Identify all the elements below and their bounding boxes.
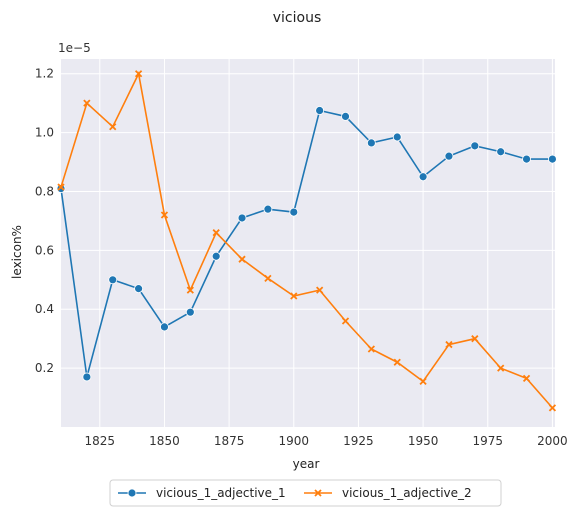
- data-point: [548, 404, 557, 412]
- x-tick-label: 2000: [537, 434, 568, 448]
- series-line-2: [60, 71, 554, 409]
- y-axis: 0.2 0.4 0.6 0.8 1.0 1.2: [35, 67, 54, 375]
- series-line-1: [60, 109, 553, 378]
- data-point: [316, 286, 324, 294]
- data-point: [419, 377, 427, 386]
- data-point: [341, 317, 350, 325]
- data-point: [471, 335, 479, 343]
- x-tick-label: 1925: [343, 434, 374, 448]
- y-tick-label: 1.2: [35, 67, 54, 81]
- legend-marker: [127, 488, 137, 498]
- data-point: [160, 211, 169, 219]
- data-point: [496, 147, 506, 157]
- y-tick-label: 0.4: [35, 302, 54, 316]
- data-point: [392, 132, 402, 142]
- data-point: [186, 286, 194, 294]
- data-point: [160, 322, 169, 332]
- y-tick-label: 0.8: [35, 184, 54, 198]
- data-point: [289, 207, 299, 217]
- data-point: [237, 213, 247, 223]
- data-point: [263, 204, 273, 214]
- data-point: [315, 106, 325, 115]
- data-point: [109, 123, 117, 131]
- y-tick-label: 0.6: [35, 243, 54, 257]
- x-axis: 1825 1850 1875 1900 1925 1950 1975 2000: [85, 434, 568, 448]
- data-point: [134, 70, 143, 78]
- data-point: [444, 151, 454, 161]
- data-point: [367, 345, 376, 353]
- x-axis-label: year: [293, 457, 320, 471]
- data-point: [108, 275, 118, 285]
- data-point: [522, 154, 531, 164]
- data-point: [418, 172, 428, 182]
- data-point: [290, 292, 298, 300]
- data-point: [212, 229, 220, 237]
- plot-area: [61, 59, 555, 427]
- y-axis-label: lexicon%: [10, 225, 24, 279]
- data-point: [185, 307, 195, 317]
- chart-title: vicious: [273, 10, 322, 26]
- data-point: [134, 284, 143, 294]
- y-tick-label: 0.2: [35, 361, 54, 375]
- x-tick-label: 1950: [408, 434, 439, 448]
- data-point: [341, 112, 350, 121]
- legend-marker: [314, 489, 322, 497]
- x-tick-label: 1975: [472, 434, 503, 448]
- data-point: [548, 154, 557, 164]
- data-point: [470, 141, 480, 151]
- legend: vicious_1_adjective_1 vicious_1_adjective…: [109, 479, 502, 507]
- legend-label: vicious_1_adjective_1: [156, 486, 286, 500]
- y-tick-label: 1.0: [35, 126, 54, 140]
- data-point: [393, 358, 401, 366]
- data-point: [366, 138, 376, 148]
- data-point: [211, 251, 221, 261]
- data-point: [82, 372, 92, 382]
- data-point: [445, 340, 453, 349]
- data-point: [264, 274, 272, 282]
- y-scale-note: 1e−5: [58, 41, 91, 55]
- data-point: [497, 364, 505, 372]
- x-tick-label: 1875: [214, 434, 245, 448]
- series-layer: [56, 70, 557, 412]
- x-tick-label: 1850: [149, 434, 180, 448]
- data-point: [522, 374, 531, 383]
- data-point: [57, 183, 65, 191]
- legend-label: vicious_1_adjective_2: [342, 486, 472, 500]
- data-point: [83, 99, 91, 107]
- data-point: [238, 255, 246, 263]
- grid: [61, 59, 555, 427]
- x-tick-label: 1825: [85, 434, 116, 448]
- x-tick-label: 1900: [279, 434, 310, 448]
